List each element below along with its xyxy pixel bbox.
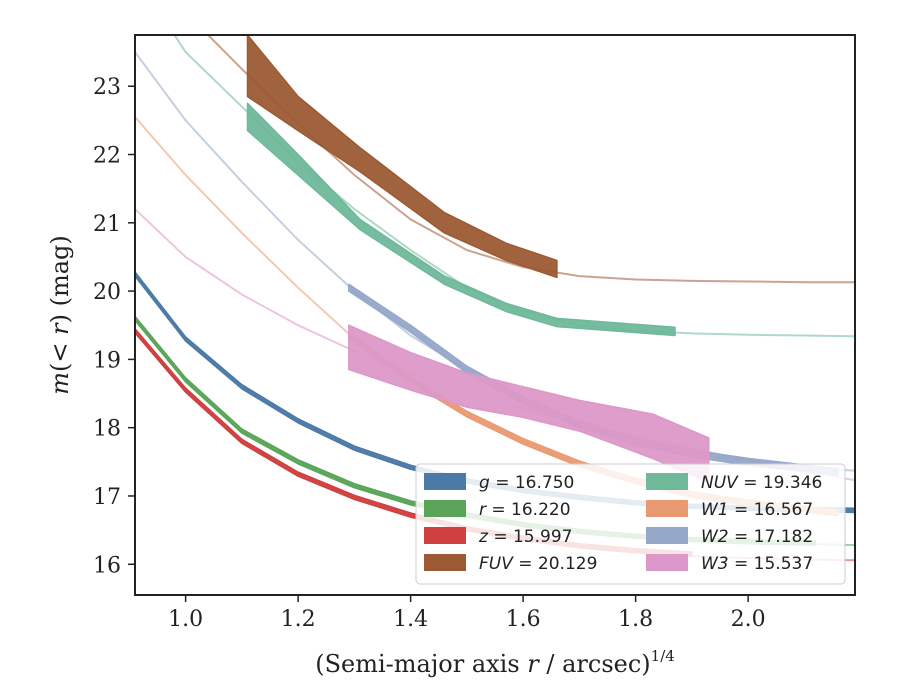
y-axis-label-mid: (<: [46, 335, 74, 372]
legend-label-w1: W1 = 16.567: [701, 500, 813, 520]
legend-label-r: r = 16.220: [479, 500, 571, 520]
x-tick-label: 1.6: [506, 607, 541, 632]
y-tick-label: 21: [93, 212, 121, 237]
x-tick-label: 1.4: [393, 607, 428, 632]
x-axis-label: (Semi-major axis r / arcsec)1/4: [315, 647, 675, 678]
y-tick-label: 19: [93, 348, 121, 373]
legend-frame: [415, 463, 846, 585]
x-axis-label-main: (Semi-major axis: [315, 650, 527, 678]
y-axis-label-post: ) (mag): [46, 235, 74, 323]
legend-swatch-z: [424, 527, 466, 544]
data-band-w3: [348, 324, 710, 484]
y-tick-label: 22: [93, 144, 121, 169]
legend-label-g: g = 16.750: [479, 473, 574, 493]
plot-frame: [134, 34, 856, 596]
legend-label-w3: W3 = 15.537: [701, 554, 813, 574]
legend-swatch-w1: [646, 500, 688, 517]
y-tick-label: 16: [93, 553, 121, 578]
y-axis-label: m(< r) (mag): [46, 235, 74, 395]
legend-swatch-fuv: [424, 554, 466, 571]
x-axis-label-var: r: [527, 650, 540, 678]
legend-swatch-g: [424, 473, 466, 490]
x-tick-label: 1.2: [281, 607, 316, 632]
data-band-g: [135, 271, 855, 514]
data-band-nuv: [246, 102, 676, 337]
legend-label-nuv: NUV = 19.346: [701, 473, 822, 493]
y-axis: 16 17 18 19 20 21 22 23: [93, 75, 135, 578]
y-axis-label-m: m: [46, 372, 74, 395]
x-tick-label: 1.8: [618, 607, 653, 632]
y-tick-label: 17: [93, 485, 121, 510]
legend-label-w2: W2 = 17.182: [701, 527, 813, 547]
x-axis-label-exp: 1/4: [651, 647, 675, 665]
data-band-fuv: [246, 35, 558, 279]
y-axis-label-var: r: [46, 322, 74, 335]
legend-label-fuv: FUV = 20.129: [479, 554, 597, 574]
x-axis: 1.0 1.2 1.4 1.6 1.8 2.0: [168, 595, 766, 632]
legend-swatch-w3: [646, 554, 688, 571]
x-axis-label-unit: / arcsec): [539, 650, 651, 678]
legend-swatch-w2: [646, 527, 688, 544]
y-tick-label: 20: [93, 280, 121, 305]
x-tick-label: 1.0: [168, 607, 203, 632]
x-tick-label: 2.0: [731, 607, 766, 632]
legend-label-z: z = 15.997: [478, 527, 572, 547]
legend-swatch-r: [424, 500, 466, 517]
legend-swatch-nuv: [646, 473, 688, 490]
legend: g = 16.750 r = 16.220 z = 15.997 FUV = 20.1…: [415, 463, 846, 585]
y-tick-label: 23: [93, 75, 121, 100]
y-tick-label: 18: [93, 417, 121, 442]
